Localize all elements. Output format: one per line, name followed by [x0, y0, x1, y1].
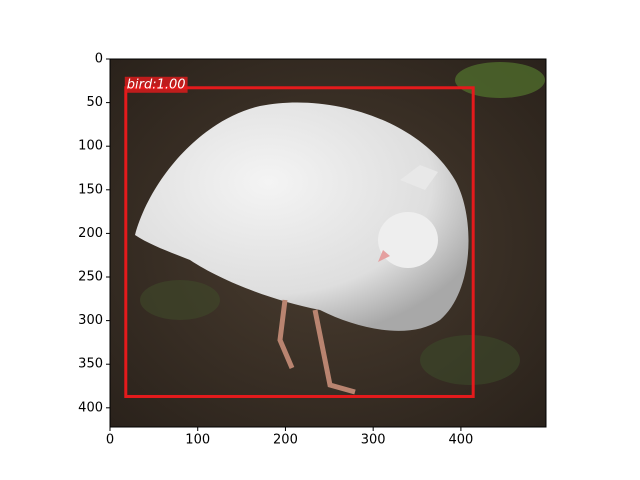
y-tick-label: 250 — [78, 270, 103, 285]
y-tick-label: 200 — [78, 226, 103, 241]
y-tick-label: 0 — [95, 52, 103, 67]
y-tick-label: 300 — [78, 313, 103, 328]
y-tick-label: 100 — [78, 139, 103, 154]
bounding-box — [124, 86, 475, 398]
x-tick-label: 100 — [185, 433, 210, 448]
axes-frame — [109, 58, 547, 428]
y-tick-label: 150 — [78, 182, 103, 197]
x-tick-label: 400 — [448, 433, 473, 448]
x-tick-label: 0 — [106, 433, 114, 448]
box-label: bird:1.00 — [127, 77, 186, 92]
label-background — [124, 76, 188, 93]
y-tick-label: 350 — [78, 357, 103, 372]
photo — [110, 59, 546, 427]
x-tick-label: 200 — [273, 433, 298, 448]
x-tick-label: 300 — [361, 433, 386, 448]
y-tick-label: 400 — [78, 400, 103, 415]
y-tick-label: 50 — [86, 95, 103, 110]
